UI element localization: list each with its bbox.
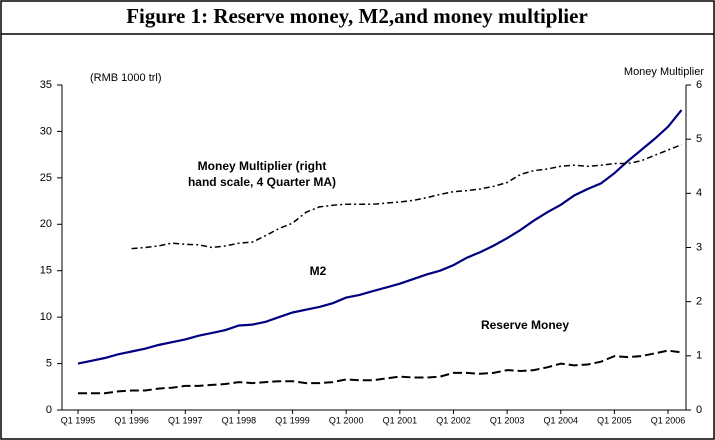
series-line: [78, 349, 682, 395]
x-tick-label: Q1 1995: [61, 415, 96, 425]
y-axis-label: (RMB 1000 trl): [90, 72, 162, 84]
y-tick-label: 15: [40, 265, 52, 277]
x-tick-label: Q1 2005: [597, 415, 632, 425]
y2-tick-label: 2: [696, 296, 702, 308]
y2-tick-label: 1: [696, 350, 702, 362]
y-tick-label: 30: [40, 125, 52, 137]
chart-title: Figure 1: Reserve money, M2,and money mu…: [126, 4, 588, 28]
y-tick-label: 0: [46, 404, 52, 416]
x-tick-label: Q1 2004: [543, 415, 578, 425]
annotation: Reserve Money: [481, 318, 569, 332]
y-tick-label: 25: [40, 172, 52, 184]
y-tick-label: 35: [40, 79, 52, 91]
y2-tick-label: 6: [696, 79, 702, 91]
x-tick-label: Q1 2002: [436, 415, 471, 425]
y2-tick-label: 0: [696, 404, 702, 416]
series-line: [77, 109, 683, 365]
series-line: [131, 143, 682, 250]
y-tick-label: 5: [46, 357, 52, 369]
x-tick-label: Q1 2000: [329, 415, 364, 425]
x-tick-label: Q1 2001: [383, 415, 418, 425]
y2-axis-label: Money Multiplier: [624, 66, 704, 78]
x-tick-label: Q1 1999: [275, 415, 310, 425]
x-tick-label: Q1 2003: [490, 415, 525, 425]
annotation: hand scale, 4 Quarter MA): [188, 175, 336, 189]
y2-tick-label: 4: [696, 187, 702, 199]
y2-tick-label: 3: [696, 241, 702, 253]
x-tick-label: Q1 1996: [114, 415, 149, 425]
y-tick-label: 20: [40, 218, 52, 230]
x-tick-label: Q1 1997: [168, 415, 203, 425]
y-tick-label: 10: [40, 311, 52, 323]
annotation: M2: [310, 264, 327, 278]
y2-tick-label: 5: [696, 133, 702, 145]
annotation: Money Multiplier (right: [198, 159, 327, 173]
x-tick-label: Q1 1998: [222, 415, 257, 425]
x-tick-label: Q1 2006: [651, 415, 686, 425]
